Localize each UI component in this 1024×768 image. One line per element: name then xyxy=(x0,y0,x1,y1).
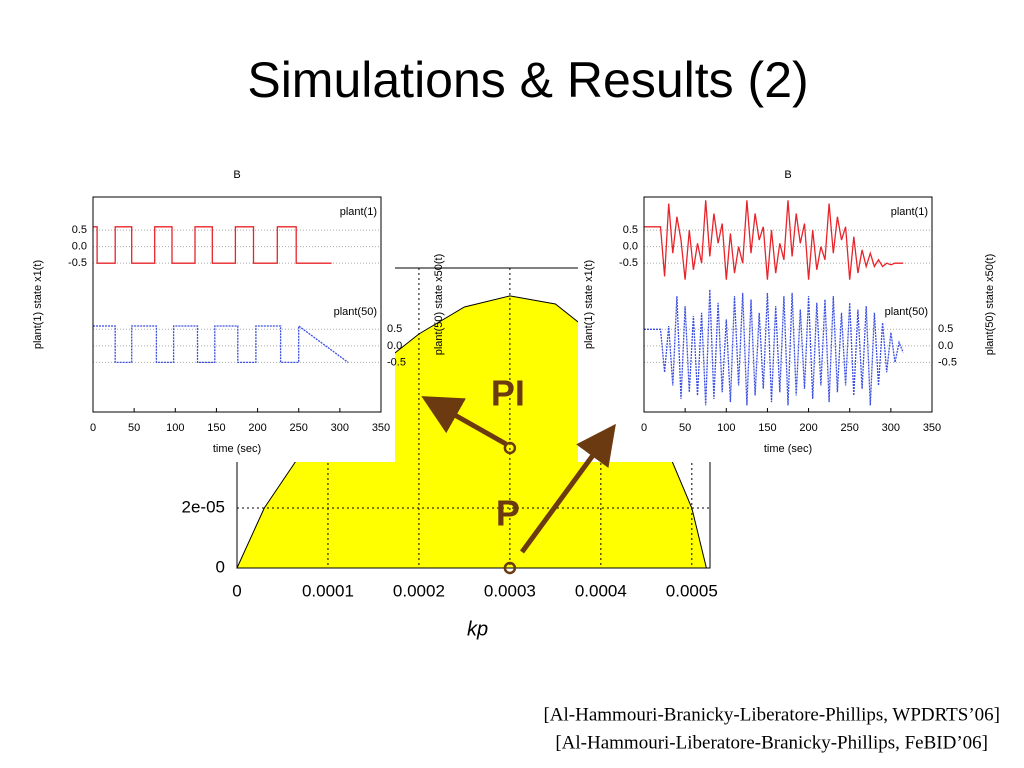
y-tick-label: -0.5 xyxy=(619,257,638,269)
point-label: PI xyxy=(491,373,525,414)
x-tick-label: 50 xyxy=(679,422,691,434)
x-tick-label: 0.0003 xyxy=(484,581,536,600)
plot-frame xyxy=(643,196,933,413)
x-tick-label: 0.0005 xyxy=(666,581,718,600)
chart-title: B xyxy=(784,169,791,181)
x-axis-label: kp xyxy=(467,618,488,640)
arrow xyxy=(519,423,616,554)
plot-frame xyxy=(92,196,382,413)
legend-label: plant(50) xyxy=(885,306,928,318)
x-tick-label: 50 xyxy=(128,422,140,434)
y-tick-label: 2e-05 xyxy=(182,497,225,516)
panel xyxy=(578,160,1003,462)
y2-tick-label: 0.5 xyxy=(938,323,953,335)
series-line xyxy=(93,324,349,364)
y2-tick-label: 0.0 xyxy=(387,340,402,352)
x-tick-label: 0 xyxy=(641,422,647,434)
x-axis-label: time (sec) xyxy=(213,443,261,455)
legend-label: plant(1) xyxy=(891,206,928,218)
x-axis-label: time (sec) xyxy=(764,443,812,455)
legend-label: plant(50) xyxy=(334,306,377,318)
y2-axis-label: plant(50) state x50(t) xyxy=(984,254,996,356)
x-tick-label: 0.0002 xyxy=(393,581,445,600)
series-line xyxy=(93,226,332,264)
y-axis-label: plant(1) state x1(t) xyxy=(583,260,595,349)
x-tick-label: 200 xyxy=(799,422,817,434)
x-tick-label: 0 xyxy=(90,422,96,434)
x-tick-label: 200 xyxy=(248,422,266,434)
y2-tick-label: 0.0 xyxy=(938,340,953,352)
series-line xyxy=(644,200,904,280)
x-tick-label: 100 xyxy=(166,422,184,434)
y-tick-label: 0.5 xyxy=(72,224,87,236)
legend-label: plant(1) xyxy=(340,206,377,218)
y-tick-label: 0 xyxy=(216,557,225,576)
point-marker xyxy=(503,561,517,575)
x-tick-label: 350 xyxy=(923,422,941,434)
point-marker xyxy=(503,441,517,455)
x-tick-label: 300 xyxy=(331,422,349,434)
x-tick-label: 350 xyxy=(372,422,390,434)
citation: [Al-Hammouri-Liberatore-Branicky-Phillip… xyxy=(555,732,988,753)
x-tick-label: 250 xyxy=(290,422,308,434)
y-tick-label: 0.0 xyxy=(623,241,638,253)
y2-tick-label: 0.5 xyxy=(387,323,402,335)
y-tick-label: 0.5 xyxy=(623,224,638,236)
x-tick-label: 150 xyxy=(758,422,776,434)
y2-axis-label: plant(50) state x50(t) xyxy=(433,254,445,356)
x-tick-label: 150 xyxy=(207,422,225,434)
y2-tick-label: -0.5 xyxy=(938,356,957,368)
arrow xyxy=(421,396,508,447)
x-tick-label: 250 xyxy=(841,422,859,434)
x-tick-label: 300 xyxy=(882,422,900,434)
x-tick-label: 0.0004 xyxy=(575,581,627,600)
x-tick-label: 100 xyxy=(717,422,735,434)
y2-tick-label: -0.5 xyxy=(387,356,406,368)
point-label: P xyxy=(496,493,520,534)
y-axis-label: plant(1) state x1(t) xyxy=(32,260,44,349)
x-tick-label: 0.0001 xyxy=(302,581,354,600)
charts: 0 0.0001 0.0002 0.0003 0.0004 0.000502e-05kpP… xyxy=(25,160,1003,640)
x-tick-label: 0 xyxy=(232,581,241,600)
citation: [Al-Hammouri-Branicky-Liberatore-Phillip… xyxy=(543,704,1000,725)
slide-title: Simulations & Results (2) xyxy=(247,52,808,108)
series-line xyxy=(644,289,904,406)
y-tick-label: 0.0 xyxy=(72,241,87,253)
y-tick-label: -0.5 xyxy=(68,257,87,269)
chart-title: B xyxy=(233,169,240,181)
